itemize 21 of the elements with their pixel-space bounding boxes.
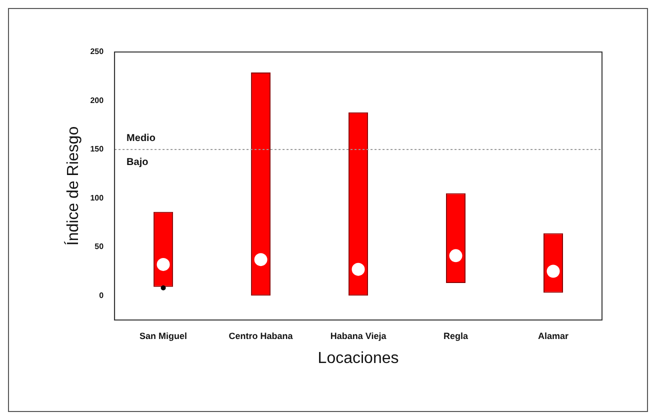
x-tick-label: Alamar bbox=[538, 330, 570, 341]
y-tick-label: 50 bbox=[94, 242, 104, 252]
y-tick-label: 100 bbox=[90, 193, 104, 202]
point bbox=[352, 262, 365, 276]
y-tick-label: 200 bbox=[90, 96, 104, 105]
point bbox=[546, 264, 560, 278]
y-tick-label: 150 bbox=[90, 144, 104, 154]
y-tick-label: 0 bbox=[99, 290, 104, 300]
y-axis-title: Índice de Riesgo bbox=[64, 126, 82, 246]
x-axis-title: Locaciones bbox=[318, 350, 399, 367]
point bbox=[156, 258, 170, 271]
x-tick-label: Regla bbox=[444, 330, 470, 341]
point bbox=[160, 285, 166, 290]
point bbox=[254, 253, 268, 266]
x-tick-label: Centro Habana bbox=[228, 330, 294, 341]
ref-line-label: Medio bbox=[126, 133, 156, 144]
point bbox=[449, 249, 462, 262]
x-tick-label: Habana Vieja bbox=[330, 330, 388, 341]
x-tick-label: San Miguel bbox=[140, 330, 188, 341]
annotation: Bajo bbox=[126, 157, 148, 168]
y-tick-label: 250 bbox=[90, 47, 104, 56]
